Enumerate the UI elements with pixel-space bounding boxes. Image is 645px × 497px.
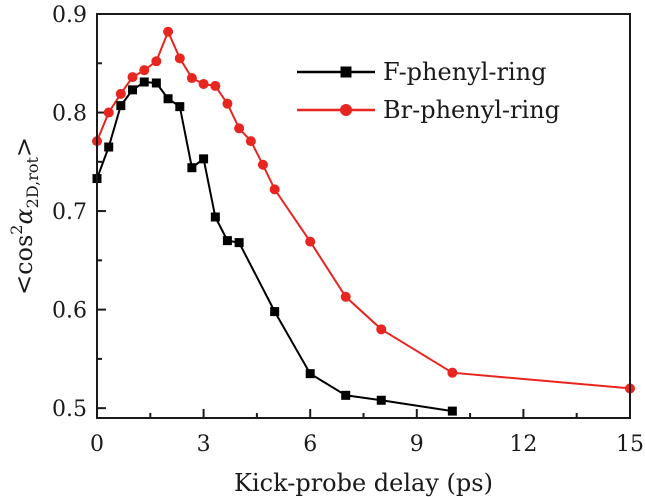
data-point [175, 102, 185, 112]
data-point [104, 142, 114, 152]
y-axis-title-symbol: α [10, 208, 38, 224]
x-tick-label: 0 [90, 432, 104, 457]
data-point [151, 78, 161, 88]
x-tick-label: 12 [509, 432, 537, 457]
data-point [257, 159, 268, 170]
data-point [163, 94, 173, 104]
data-point [139, 65, 150, 76]
data-point [234, 238, 244, 248]
x-tick-label: 3 [197, 432, 211, 457]
x-axis-title: Kick-probe delay (ps) [234, 469, 493, 497]
data-point [103, 107, 114, 118]
data-point [305, 236, 316, 247]
data-point [222, 236, 232, 246]
data-point [198, 78, 209, 89]
data-point [222, 98, 233, 109]
y-tick-label: 0.5 [52, 397, 87, 422]
legend: F-phenyl-ring Br-phenyl-ring [297, 58, 560, 124]
y-tick-label: 0.9 [52, 3, 87, 28]
data-point [341, 390, 351, 400]
plot-frame [96, 13, 631, 419]
y-axis-title-sub: 2D,rot [23, 157, 42, 209]
data-point [127, 72, 138, 83]
y-axis-title-suffix: > [10, 137, 38, 157]
y-axis-title: <cos2α2D,rot> [7, 137, 42, 295]
y-axis-title-sup: 2 [7, 225, 26, 235]
y-tick-label: 0.8 [52, 102, 87, 127]
x-tick-label: 9 [410, 432, 424, 457]
x-tick-label: 6 [303, 432, 317, 457]
x-tick-label: 15 [616, 432, 644, 457]
data-point [269, 184, 280, 195]
data-point [174, 53, 185, 64]
data-point [234, 123, 245, 134]
data-point [139, 77, 149, 87]
y-tick-label: 0.7 [52, 200, 87, 225]
legend-marker [340, 104, 352, 116]
data-point [163, 26, 174, 37]
data-point [187, 163, 197, 173]
data-point [305, 369, 315, 379]
data-point [128, 85, 138, 95]
series-line [96, 29, 631, 390]
data-point [447, 367, 458, 378]
data-point [245, 136, 256, 147]
legend-label: Br-phenyl-ring [383, 96, 560, 124]
data-point [116, 101, 126, 111]
data-point [376, 395, 386, 405]
data-point [151, 56, 162, 67]
y-axis-title-prefix: <cos [10, 235, 38, 295]
series-line [96, 80, 453, 413]
data-point [210, 212, 220, 222]
data-point [340, 291, 351, 302]
legend-marker [340, 66, 352, 78]
plot-series [92, 26, 635, 416]
data-point [376, 324, 387, 335]
data-point [186, 73, 197, 84]
data-point [115, 88, 126, 99]
data-point [447, 406, 457, 416]
legend-label: F-phenyl-ring [383, 58, 546, 86]
y-tick-label: 0.6 [52, 299, 87, 324]
data-point [199, 154, 209, 164]
data-point [210, 80, 221, 91]
data-point [270, 307, 280, 317]
